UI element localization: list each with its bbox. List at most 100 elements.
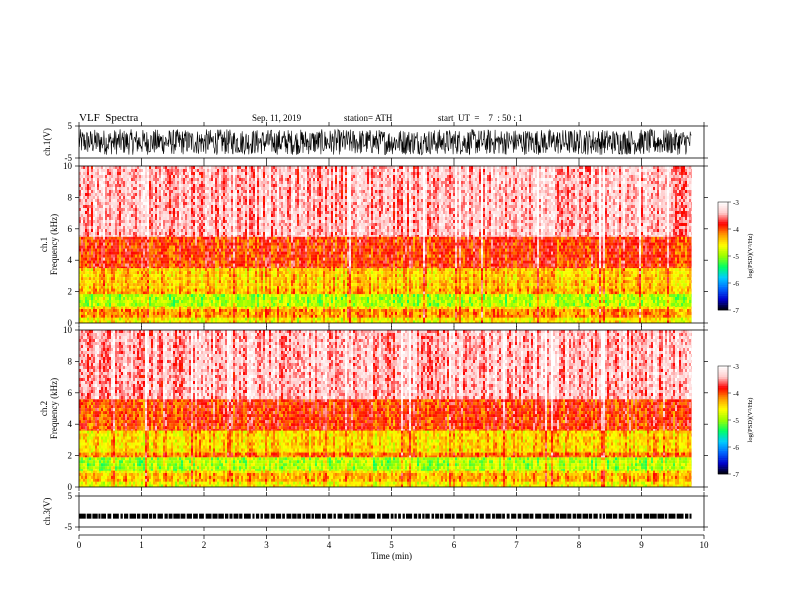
spectrogram-cell [403,312,405,315]
spectrogram-cell [209,312,211,315]
spectrogram-cell [217,318,219,321]
spectrogram-cell [595,318,597,321]
spectrogram-cell [525,318,527,321]
spectrogram-cell [273,309,275,312]
spectrogram-cell [561,318,563,321]
spectrogram-cell [353,318,355,321]
spectrogram-cell [385,309,387,312]
spectrogram-cell [279,318,281,321]
spectrogram-cell [251,312,253,315]
spectrogram-cell [465,309,467,312]
spectrogram-cell [251,309,253,312]
spectrogram-cell [589,318,591,321]
spectrogram-cell [381,309,383,312]
spectrogram-cell [143,318,145,321]
spectrogram-cell [671,318,673,321]
spectrogram-cell [101,312,103,315]
spectrogram-cell [229,318,231,321]
spectrogram-cell [181,318,183,321]
spectrogram-cell [641,309,643,312]
spectrogram-cell [295,312,297,315]
spectrogram-cell [393,318,395,321]
spectrogram-cell [243,309,245,312]
spectrogram-cell [495,312,497,315]
spectrogram-cell [103,309,105,312]
spectrogram-cell [299,318,301,321]
spectrogram-cell [293,318,295,321]
spectrogram-cell [425,312,427,315]
spectrogram-cell [339,318,341,321]
spectrogram-cell [163,312,165,315]
spectrogram-cell [193,309,195,312]
spectrogram-cell [189,309,191,312]
spectrogram-cell [135,318,137,321]
spectrogram-cell [319,318,321,321]
spectrogram-cell [281,309,283,312]
spectrogram-cell [409,312,411,315]
spectrogram-cell [415,312,417,315]
spectrogram-cell [87,312,89,315]
spectrogram-cell [449,309,451,312]
spectrogram-cell [313,309,315,312]
spectrogram-cell [493,309,495,312]
spectrogram-cell [135,309,137,312]
spectrogram-cell [607,318,609,321]
spectrogram-cell [255,318,257,321]
spectrogram-cell [609,309,611,312]
spectrogram-cell [199,318,201,321]
spectrogram-cell [635,309,637,312]
spectrogram-cell [81,309,83,312]
spectrogram-cell [289,318,291,321]
spectrogram-cell [599,309,601,312]
spectrogram-cell [147,309,149,312]
spectrogram-cell [111,312,113,315]
spectrogram-cell [489,309,491,312]
spectrogram-cell [313,318,315,321]
spectrogram-cell [557,309,559,312]
spectrogram-cell [519,309,521,312]
spectrogram-cell [83,309,85,312]
spectrogram-cell [349,318,351,321]
spectrogram-cell [89,312,91,315]
spectrogram-cell [265,318,267,321]
spectrogram-cell [395,318,397,321]
spectrogram-cell [275,309,277,312]
spectrogram-cell [459,312,461,315]
spectrogram-cell [289,309,291,312]
spectrogram-cell [149,312,151,315]
spectrogram-cell [463,312,465,315]
spectrogram-cell [209,318,211,321]
spectrogram-cell [165,309,167,312]
spectrogram-cell [297,318,299,321]
spectrogram-cell [169,312,171,315]
spectrogram-cell [633,309,635,312]
spectrogram-cell [383,309,385,312]
spectrogram-cell [195,309,197,312]
spectrogram-cell [335,312,337,315]
spectrogram-cell [333,318,335,321]
spectrogram-cell [417,312,419,315]
spectrogram-cell [335,318,337,321]
spectrogram-cell [577,309,579,312]
spectrogram-cell [637,309,639,312]
spectrogram-cell [541,309,543,312]
spectrogram-cell [469,309,471,312]
spectrogram-cell [493,318,495,321]
spectrogram-cell [465,312,467,315]
spectrogram-cell [321,318,323,321]
spectrogram-cell [523,309,525,312]
spectrogram-cell [283,309,285,312]
spectrogram-cell [277,312,279,315]
spectrogram-cell [607,309,609,312]
spectrogram-cell [663,318,665,321]
spectrogram-cell [171,318,173,321]
spectrogram-cell [245,318,247,321]
spectrogram-cell [239,318,241,321]
spectrogram-cell [543,309,545,312]
spectrogram-cell [111,309,113,312]
spectrogram-cell [259,318,261,321]
spectrogram-cell [121,309,123,312]
spectrogram-cell [655,309,657,312]
spectrogram-cell [667,318,669,321]
spectrogram-cell [105,309,107,312]
